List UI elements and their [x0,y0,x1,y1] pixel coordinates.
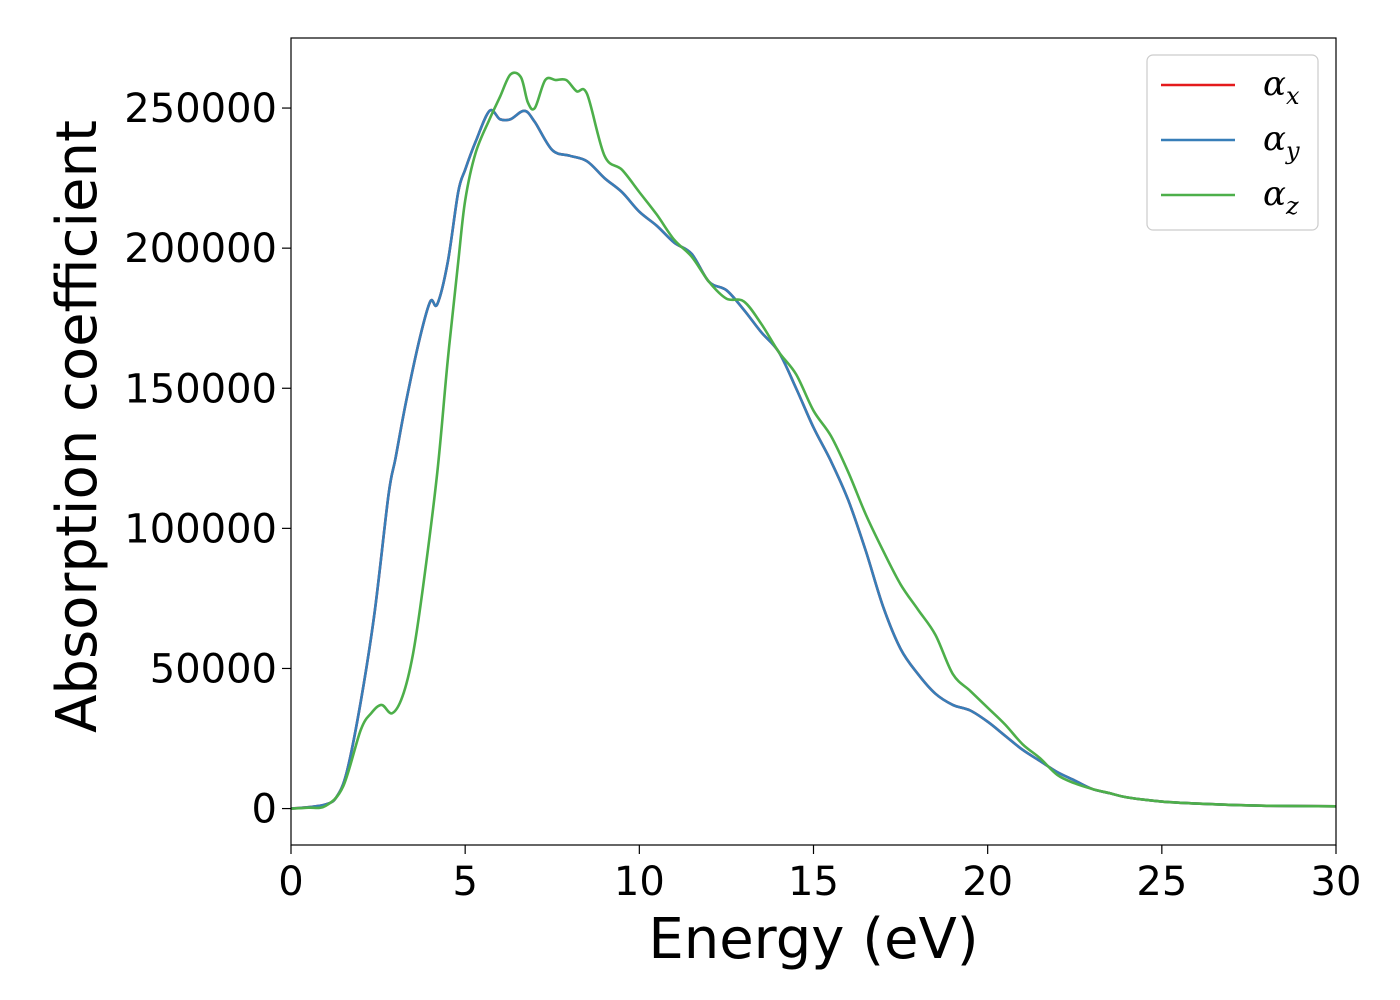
y-tick-label: 250000 [124,86,277,132]
x-tick-label: 15 [788,859,839,905]
series-line-y [291,108,1336,810]
x-tick-label: 5 [452,859,477,905]
x-axis-label: Energy (eV) [648,907,978,972]
legend-label-z: αz [1263,174,1299,220]
x-tick-label: 30 [1311,859,1362,905]
y-tick-label: 150000 [124,366,277,412]
series-layer [291,71,1336,810]
y-tick-label: 200000 [124,226,277,272]
x-axis-ticks: 0 5 10 15 20 25 30 [278,845,1361,905]
legend-label-y: αy [1263,119,1300,165]
y-tick-label: 0 [252,787,277,833]
y-axis-ticks: 0 50000 100000 150000 200000 250000 [124,86,291,833]
x-tick-label: 10 [614,859,665,905]
x-tick-label: 0 [278,859,303,905]
x-tick-label: 20 [962,859,1013,905]
y-axis-label: Absorption coefficient [45,120,110,733]
series-line-z [291,71,1336,810]
y-tick-label: 50000 [150,646,277,692]
legend: αx αy αz [1146,54,1319,231]
legend-box [1146,54,1319,231]
x-tick-label: 25 [1136,859,1187,905]
y-tick-label: 100000 [124,506,277,552]
legend-label-x: αx [1263,64,1300,110]
